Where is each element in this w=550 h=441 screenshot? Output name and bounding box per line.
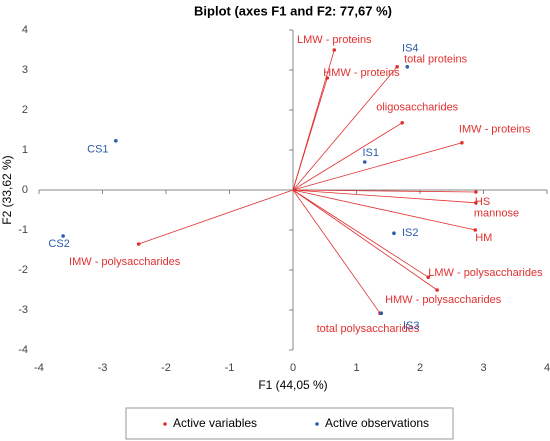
point-label: CS2	[48, 238, 69, 250]
point	[400, 121, 405, 125]
point-label: HS	[475, 196, 490, 208]
vector	[292, 77, 328, 191]
vector	[292, 122, 403, 191]
chart-title: Biplot (axes F1 and F2: 77,67 %)	[194, 3, 392, 18]
y-tick-label: -1	[18, 224, 28, 236]
point	[395, 65, 399, 69]
point	[426, 275, 431, 280]
point	[405, 65, 410, 69]
point-label: IS2	[402, 227, 419, 239]
legend-box	[125, 407, 454, 440]
point	[61, 234, 65, 238]
point	[136, 242, 141, 246]
x-axis-label: F1 (44,05 %)	[258, 378, 327, 392]
point-label: oligosaccharides	[376, 102, 458, 114]
x-tick-label: 1	[353, 362, 359, 374]
y-tick-label: -2	[18, 264, 28, 276]
point-label: LMW - proteins	[297, 34, 372, 46]
point-label: HMW - polysaccharides	[385, 294, 502, 306]
vector	[292, 189, 476, 204]
x-tick-label: -1	[225, 362, 235, 374]
point-label: IMW - proteins	[459, 124, 531, 136]
vector	[292, 189, 429, 278]
legend-marker	[315, 422, 319, 426]
point	[362, 160, 367, 164]
point	[474, 190, 478, 194]
point	[332, 48, 337, 52]
point-label: total polysaccharides	[317, 323, 420, 335]
vector	[292, 189, 381, 314]
x-tick-label: -2	[161, 362, 171, 374]
vector	[292, 189, 438, 291]
point-label: LMW - polysaccharides	[428, 267, 543, 279]
point-label: IMW - polysaccharides	[69, 256, 181, 268]
point	[435, 288, 439, 292]
legend-marker	[163, 422, 167, 426]
point-label: IS3	[403, 320, 420, 332]
point-label: HMW - proteins	[323, 67, 400, 79]
vector	[292, 189, 476, 193]
y-tick-label: 1	[22, 144, 28, 156]
y-tick-label: 3	[22, 64, 28, 76]
x-tick-label: -4	[34, 362, 44, 374]
y-tick-label: 4	[22, 24, 28, 36]
point-label: CS1	[87, 144, 108, 156]
x-tick-label: 4	[544, 362, 550, 374]
point	[325, 76, 330, 80]
point-label: IS4	[402, 43, 419, 55]
x-tick-label: 2	[417, 362, 423, 374]
point-label: mannose	[474, 208, 519, 220]
point	[379, 311, 384, 316]
y-tick-label: -3	[18, 304, 28, 316]
y-tick-label: -4	[18, 344, 28, 356]
vector	[292, 189, 476, 231]
point	[473, 228, 478, 232]
y-tick-label: 2	[22, 104, 28, 116]
point	[460, 141, 464, 145]
point-label: HM	[475, 232, 492, 244]
y-axis-label: F2 (33,62 %)	[0, 155, 14, 224]
x-tick-label: 0	[290, 362, 296, 374]
point	[474, 201, 478, 205]
vector	[292, 66, 398, 191]
point-label: IS1	[362, 147, 379, 159]
point	[392, 231, 396, 235]
x-tick-label: 3	[480, 362, 486, 374]
point	[114, 139, 118, 143]
vector	[292, 142, 463, 191]
legend-label: Active observations	[325, 416, 429, 430]
y-tick-label: 0	[22, 184, 28, 196]
point-label: total proteins	[404, 54, 467, 66]
vector	[138, 189, 294, 245]
legend-label: Active variables	[173, 416, 257, 430]
x-tick-label: -3	[98, 362, 108, 374]
